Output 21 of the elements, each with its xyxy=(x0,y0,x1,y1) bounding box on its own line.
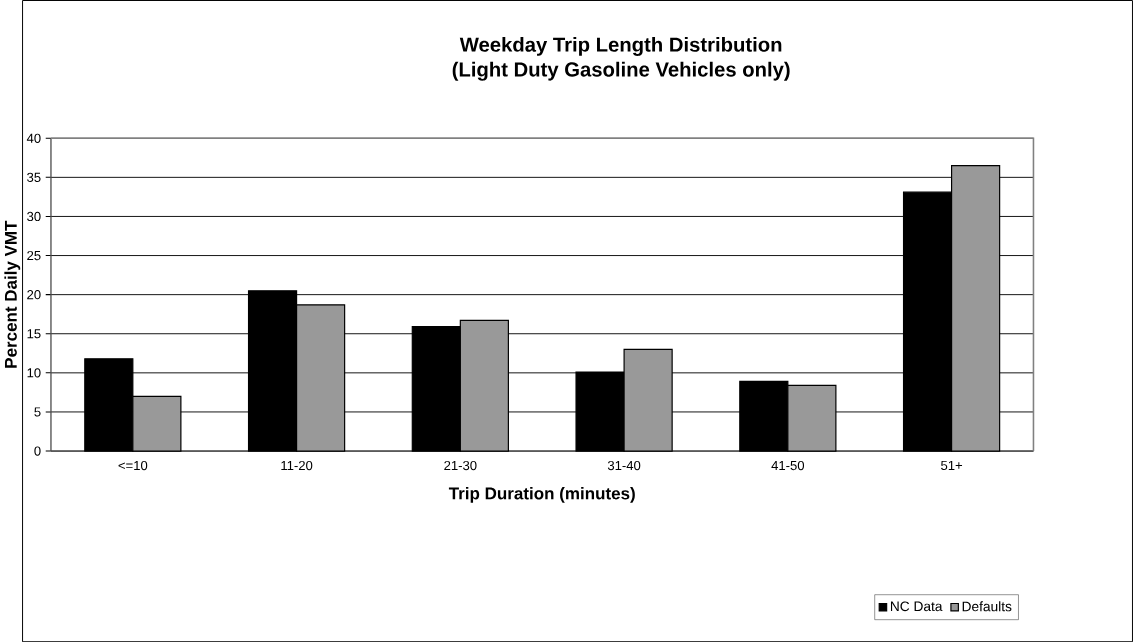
y-axis-title: Percent Daily VMT xyxy=(4,220,21,368)
x-tick-label: <=10 xyxy=(118,460,148,471)
y-tick-label: 20 xyxy=(27,289,41,300)
chart-title: Weekday Trip Length Distribution xyxy=(459,36,782,56)
y-tick-label: 0 xyxy=(34,446,41,456)
x-axis-title: Trip Duration (minutes) xyxy=(448,486,635,503)
chart-subtitle: (Light Duty Gasoline Vehicles only) xyxy=(452,61,790,81)
legend-label: NC Data xyxy=(890,601,943,612)
y-tick-label: 10 xyxy=(27,368,41,378)
y-tick-label: 35 xyxy=(27,172,41,182)
y-tick-label: 15 xyxy=(27,329,41,339)
x-tick-label: 21-30 xyxy=(444,460,477,471)
x-tick-label: 31-40 xyxy=(607,460,641,471)
y-tick-label: 30 xyxy=(27,211,41,221)
y-tick-label: 25 xyxy=(27,250,41,261)
y-tick-label: 40 xyxy=(26,133,41,143)
x-tick-label: 41-50 xyxy=(771,460,805,471)
y-tick-label: 5 xyxy=(34,407,41,417)
x-tick-label: 51+ xyxy=(941,460,963,470)
legend-label: Defaults xyxy=(962,601,1012,612)
x-tick-label: 11-20 xyxy=(281,460,313,471)
